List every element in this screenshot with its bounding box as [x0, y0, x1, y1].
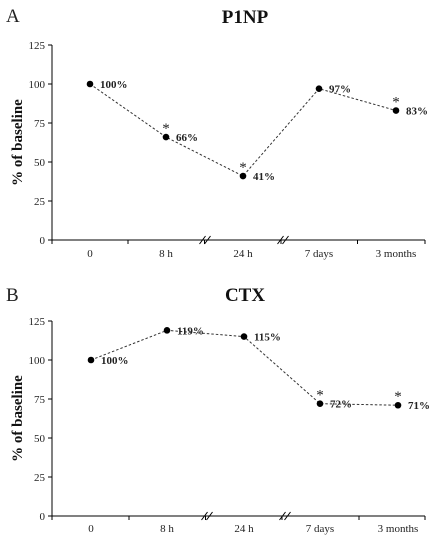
panel-b-significance-marker: * [316, 388, 324, 404]
panel-a-axis-break-mark [199, 235, 206, 245]
panel-b-letter: B [6, 285, 19, 306]
panel-a-significance-marker: * [392, 95, 400, 111]
panel-a-x-tick-label: 7 days [305, 248, 333, 260]
panel-b-series-line [90, 329, 399, 406]
panel-b-x-tick-label: 0 [88, 523, 94, 535]
panel-a-data-label: 100% [100, 79, 128, 91]
panel-b-axis-break-mark [206, 511, 213, 521]
panel-a-y-axis-label: % of baseline [10, 99, 26, 186]
panel-b-y-tick-label: 100 [29, 355, 46, 367]
panel-b-data-point [163, 327, 171, 334]
panel-b-axis-break-mark [201, 511, 208, 521]
panel-a-data-point [86, 80, 94, 88]
panel-a-axis-break-mark [204, 235, 211, 245]
panel-a-axis-break-mark [282, 235, 289, 245]
panel-a-x-tick-label: 24 h [233, 248, 253, 260]
panel-a-y-tick-label: 75 [34, 118, 46, 130]
panel-b-data-point [394, 401, 402, 409]
panel-a-series-line [89, 83, 397, 177]
panel-a-data-point [315, 85, 323, 92]
panel-b-x-tick-label: 3 months [378, 523, 419, 535]
panel-a-significance-marker: * [239, 160, 247, 176]
panel-b-data-label: 72% [330, 399, 352, 411]
panel-a-y-tick-label: 125 [29, 40, 46, 52]
panel-a-y-tick-label: 100 [29, 79, 46, 91]
panel-b-axis-break-mark [279, 511, 286, 521]
panel-a-data-point [392, 107, 400, 114]
panel-a-data-label: 66% [176, 132, 198, 144]
panel-a-y-tick-label: 25 [34, 196, 46, 208]
panel-b-x-tick-label: 24 h [234, 523, 254, 535]
panel-b-data-point [87, 356, 95, 364]
panel-a-data-label: 83% [406, 106, 428, 118]
panel-b-data-label: 119% [177, 325, 204, 337]
panel-b-y-tick-label: 50 [34, 433, 46, 445]
panel-a-data-label: 41% [253, 171, 275, 183]
panel-b-x-tick-label: 7 days [306, 523, 334, 535]
panel-a-data-label: 97% [329, 84, 351, 96]
panel-a-title: P1NP [222, 7, 269, 28]
panel-b-y-axis-label: % of baseline [10, 375, 26, 462]
panel-b-data-label: 71% [408, 400, 430, 412]
panel-b-x-tick-label: 8 h [160, 523, 174, 535]
panel-a-x-tick-label: 3 months [376, 248, 417, 260]
panel-b-y-tick-label: 125 [29, 316, 46, 328]
panel-b-title: CTX [225, 285, 265, 306]
panel-a-x-tick-label: 8 h [159, 248, 173, 260]
panel-b-data-label: 115% [254, 332, 281, 344]
panel-a-y-tick-label: 0 [40, 235, 46, 247]
panel-a-axis-break-mark [277, 235, 284, 245]
panel-b-significance-marker: * [394, 389, 402, 405]
panel-a-data-point [239, 172, 247, 180]
panel-a-y-tick-label: 50 [34, 157, 46, 169]
panel-a-significance-marker: * [162, 121, 170, 137]
panel-b-data-point [240, 333, 248, 340]
panel-a-data-point [162, 133, 170, 141]
panel-b-data-point [316, 400, 324, 407]
panel-a-x-tick-label: 0 [87, 248, 93, 260]
panel-a-letter: A [6, 6, 20, 27]
panel-b-axis-break-mark [284, 511, 291, 521]
panel-b-y-tick-label: 25 [34, 472, 46, 484]
panel-b-data-label: 100% [101, 355, 129, 367]
panel-b-y-tick-label: 75 [34, 394, 46, 406]
panel-b-y-tick-label: 0 [40, 511, 46, 523]
